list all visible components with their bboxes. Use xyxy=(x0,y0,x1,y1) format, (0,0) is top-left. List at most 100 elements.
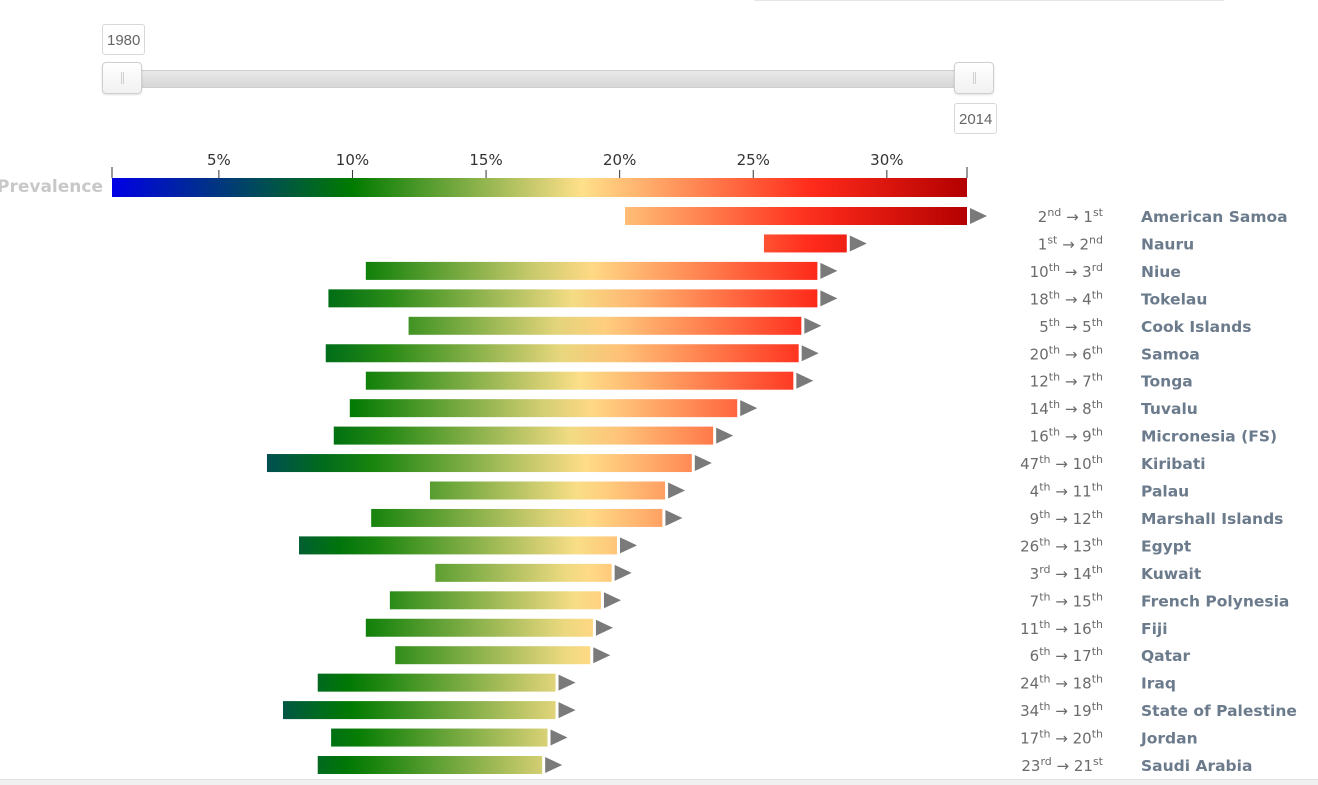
arrow-icon xyxy=(558,702,576,719)
grip-icon xyxy=(973,72,976,84)
bar-row: 14th → 8th Tuvalu xyxy=(349,398,1198,418)
range-bar[interactable] xyxy=(395,646,591,665)
range-bar[interactable] xyxy=(763,234,847,253)
country-label: Nauru xyxy=(1141,235,1194,253)
country-label: Kiribati xyxy=(1141,455,1206,473)
rank-change-label: 9th → 12th xyxy=(1030,508,1103,528)
range-bar[interactable] xyxy=(283,701,556,720)
range-bar[interactable] xyxy=(625,207,967,225)
range-bar[interactable] xyxy=(325,344,799,363)
range-bar[interactable] xyxy=(365,618,593,637)
range-bar[interactable] xyxy=(435,563,612,582)
rank-change-label: 3rd → 14th xyxy=(1030,563,1103,583)
country-label: Niue xyxy=(1141,263,1181,281)
slider-end-label: 2014 xyxy=(954,103,998,134)
rank-change-label: 4th → 11th xyxy=(1030,481,1103,501)
arrow-icon xyxy=(665,509,683,526)
range-bar[interactable] xyxy=(317,756,543,774)
range-bar[interactable] xyxy=(429,481,666,500)
range-bar[interactable] xyxy=(333,426,714,445)
country-label: French Polynesia xyxy=(1141,592,1289,610)
rank-change-label: 23rd → 21st xyxy=(1021,755,1103,775)
rank-change-label: 20th → 6th xyxy=(1030,343,1103,363)
bar-row: 2nd → 1st American Samoa xyxy=(625,206,1288,226)
slider-handle-start[interactable] xyxy=(102,62,142,94)
range-bar[interactable] xyxy=(389,591,601,610)
rank-change-label: 34th → 19th xyxy=(1020,700,1103,720)
axis-tick-label: 15% xyxy=(469,151,502,169)
arrow-icon xyxy=(970,208,987,224)
top-divider xyxy=(754,0,1224,1)
bar-row: 26th → 13th Egypt xyxy=(299,535,1192,555)
country-label: Tuvalu xyxy=(1141,400,1198,418)
scale-title: Prevalence xyxy=(0,177,103,197)
rank-change-label: 2nd → 1st xyxy=(1038,206,1104,226)
bar-row: 3rd → 14th Kuwait xyxy=(435,563,1202,583)
rank-change-label: 26th → 13th xyxy=(1020,535,1103,555)
range-bar[interactable] xyxy=(299,536,617,555)
x-axis: 5% 10% 15% 20% 25% 30% xyxy=(111,151,968,178)
rank-change-label: 6th → 17th xyxy=(1030,645,1103,665)
rank-change-label: 7th → 15th xyxy=(1030,590,1103,610)
range-bar[interactable] xyxy=(266,454,692,473)
arrow-icon xyxy=(820,290,838,307)
arrow-icon xyxy=(716,427,734,444)
rank-change-label: 14th → 8th xyxy=(1030,398,1103,418)
grip-icon xyxy=(121,72,124,84)
arrow-icon xyxy=(668,482,686,499)
arrow-icon xyxy=(545,757,563,773)
country-label: Tonga xyxy=(1141,373,1193,391)
axis-tick-label: 5% xyxy=(207,151,231,169)
arrow-icon xyxy=(849,235,867,252)
slider-start-label: 1980 xyxy=(102,24,146,55)
range-bar[interactable] xyxy=(365,371,794,390)
country-label: Tokelau xyxy=(1141,290,1207,308)
country-label: Micronesia (FS) xyxy=(1141,428,1277,446)
country-label: State of Palestine xyxy=(1141,702,1297,720)
arrow-icon xyxy=(796,372,814,389)
color-scale-bar xyxy=(112,178,967,197)
bar-row: 11th → 16th Fiji xyxy=(365,618,1168,638)
range-bar[interactable] xyxy=(371,508,663,527)
country-label: Saudi Arabia xyxy=(1141,757,1252,775)
arrow-icon xyxy=(694,455,712,472)
arrow-icon xyxy=(820,262,838,279)
arrow-icon xyxy=(595,619,613,636)
bar-row: 4th → 11th Palau xyxy=(429,481,1189,501)
country-label: Qatar xyxy=(1141,647,1191,665)
bar-row: 9th → 12th Marshall Islands xyxy=(371,508,1283,528)
range-bar[interactable] xyxy=(317,673,556,692)
range-bar[interactable] xyxy=(408,316,802,335)
bar-row: 24th → 18th Iraq xyxy=(317,673,1176,693)
country-label: Fiji xyxy=(1141,620,1168,638)
country-label: Marshall Islands xyxy=(1141,510,1283,528)
slider-handle-end[interactable] xyxy=(954,62,994,94)
bar-row: 6th → 17th Qatar xyxy=(395,645,1191,665)
range-bar[interactable] xyxy=(365,261,818,280)
country-label: American Samoa xyxy=(1141,208,1288,226)
range-bar[interactable] xyxy=(349,399,738,418)
bar-row: 47th → 10th Kiribati xyxy=(266,453,1206,473)
rank-change-label: 24th → 18th xyxy=(1020,673,1103,693)
bar-row: 5th → 5th Cook Islands xyxy=(408,316,1252,336)
range-bar[interactable] xyxy=(331,728,548,747)
rank-change-label: 10th → 3rd xyxy=(1030,261,1103,281)
rank-change-label: 47th → 10th xyxy=(1020,453,1103,473)
arrow-icon xyxy=(619,537,637,554)
bar-row: 7th → 15th French Polynesia xyxy=(389,590,1289,610)
bar-row: 10th → 3rd Niue xyxy=(365,261,1181,281)
axis-tick-label: 25% xyxy=(737,151,770,169)
country-label: Palau xyxy=(1141,483,1189,501)
arrow-icon xyxy=(593,647,611,664)
bar-row: 12th → 7th Tonga xyxy=(365,371,1193,391)
country-label: Jordan xyxy=(1140,730,1198,748)
rank-change-label: 12th → 7th xyxy=(1030,371,1103,391)
country-label: Kuwait xyxy=(1141,565,1202,583)
country-label: Egypt xyxy=(1141,537,1192,555)
arrow-icon xyxy=(614,564,632,581)
bars-group: 2nd → 1st American Samoa 1st → 2nd Nauru 10t… xyxy=(266,206,1297,775)
axis-tick-label: 30% xyxy=(870,151,903,169)
range-bar[interactable] xyxy=(328,289,818,308)
bar-row: 18th → 4th Tokelau xyxy=(328,288,1207,308)
